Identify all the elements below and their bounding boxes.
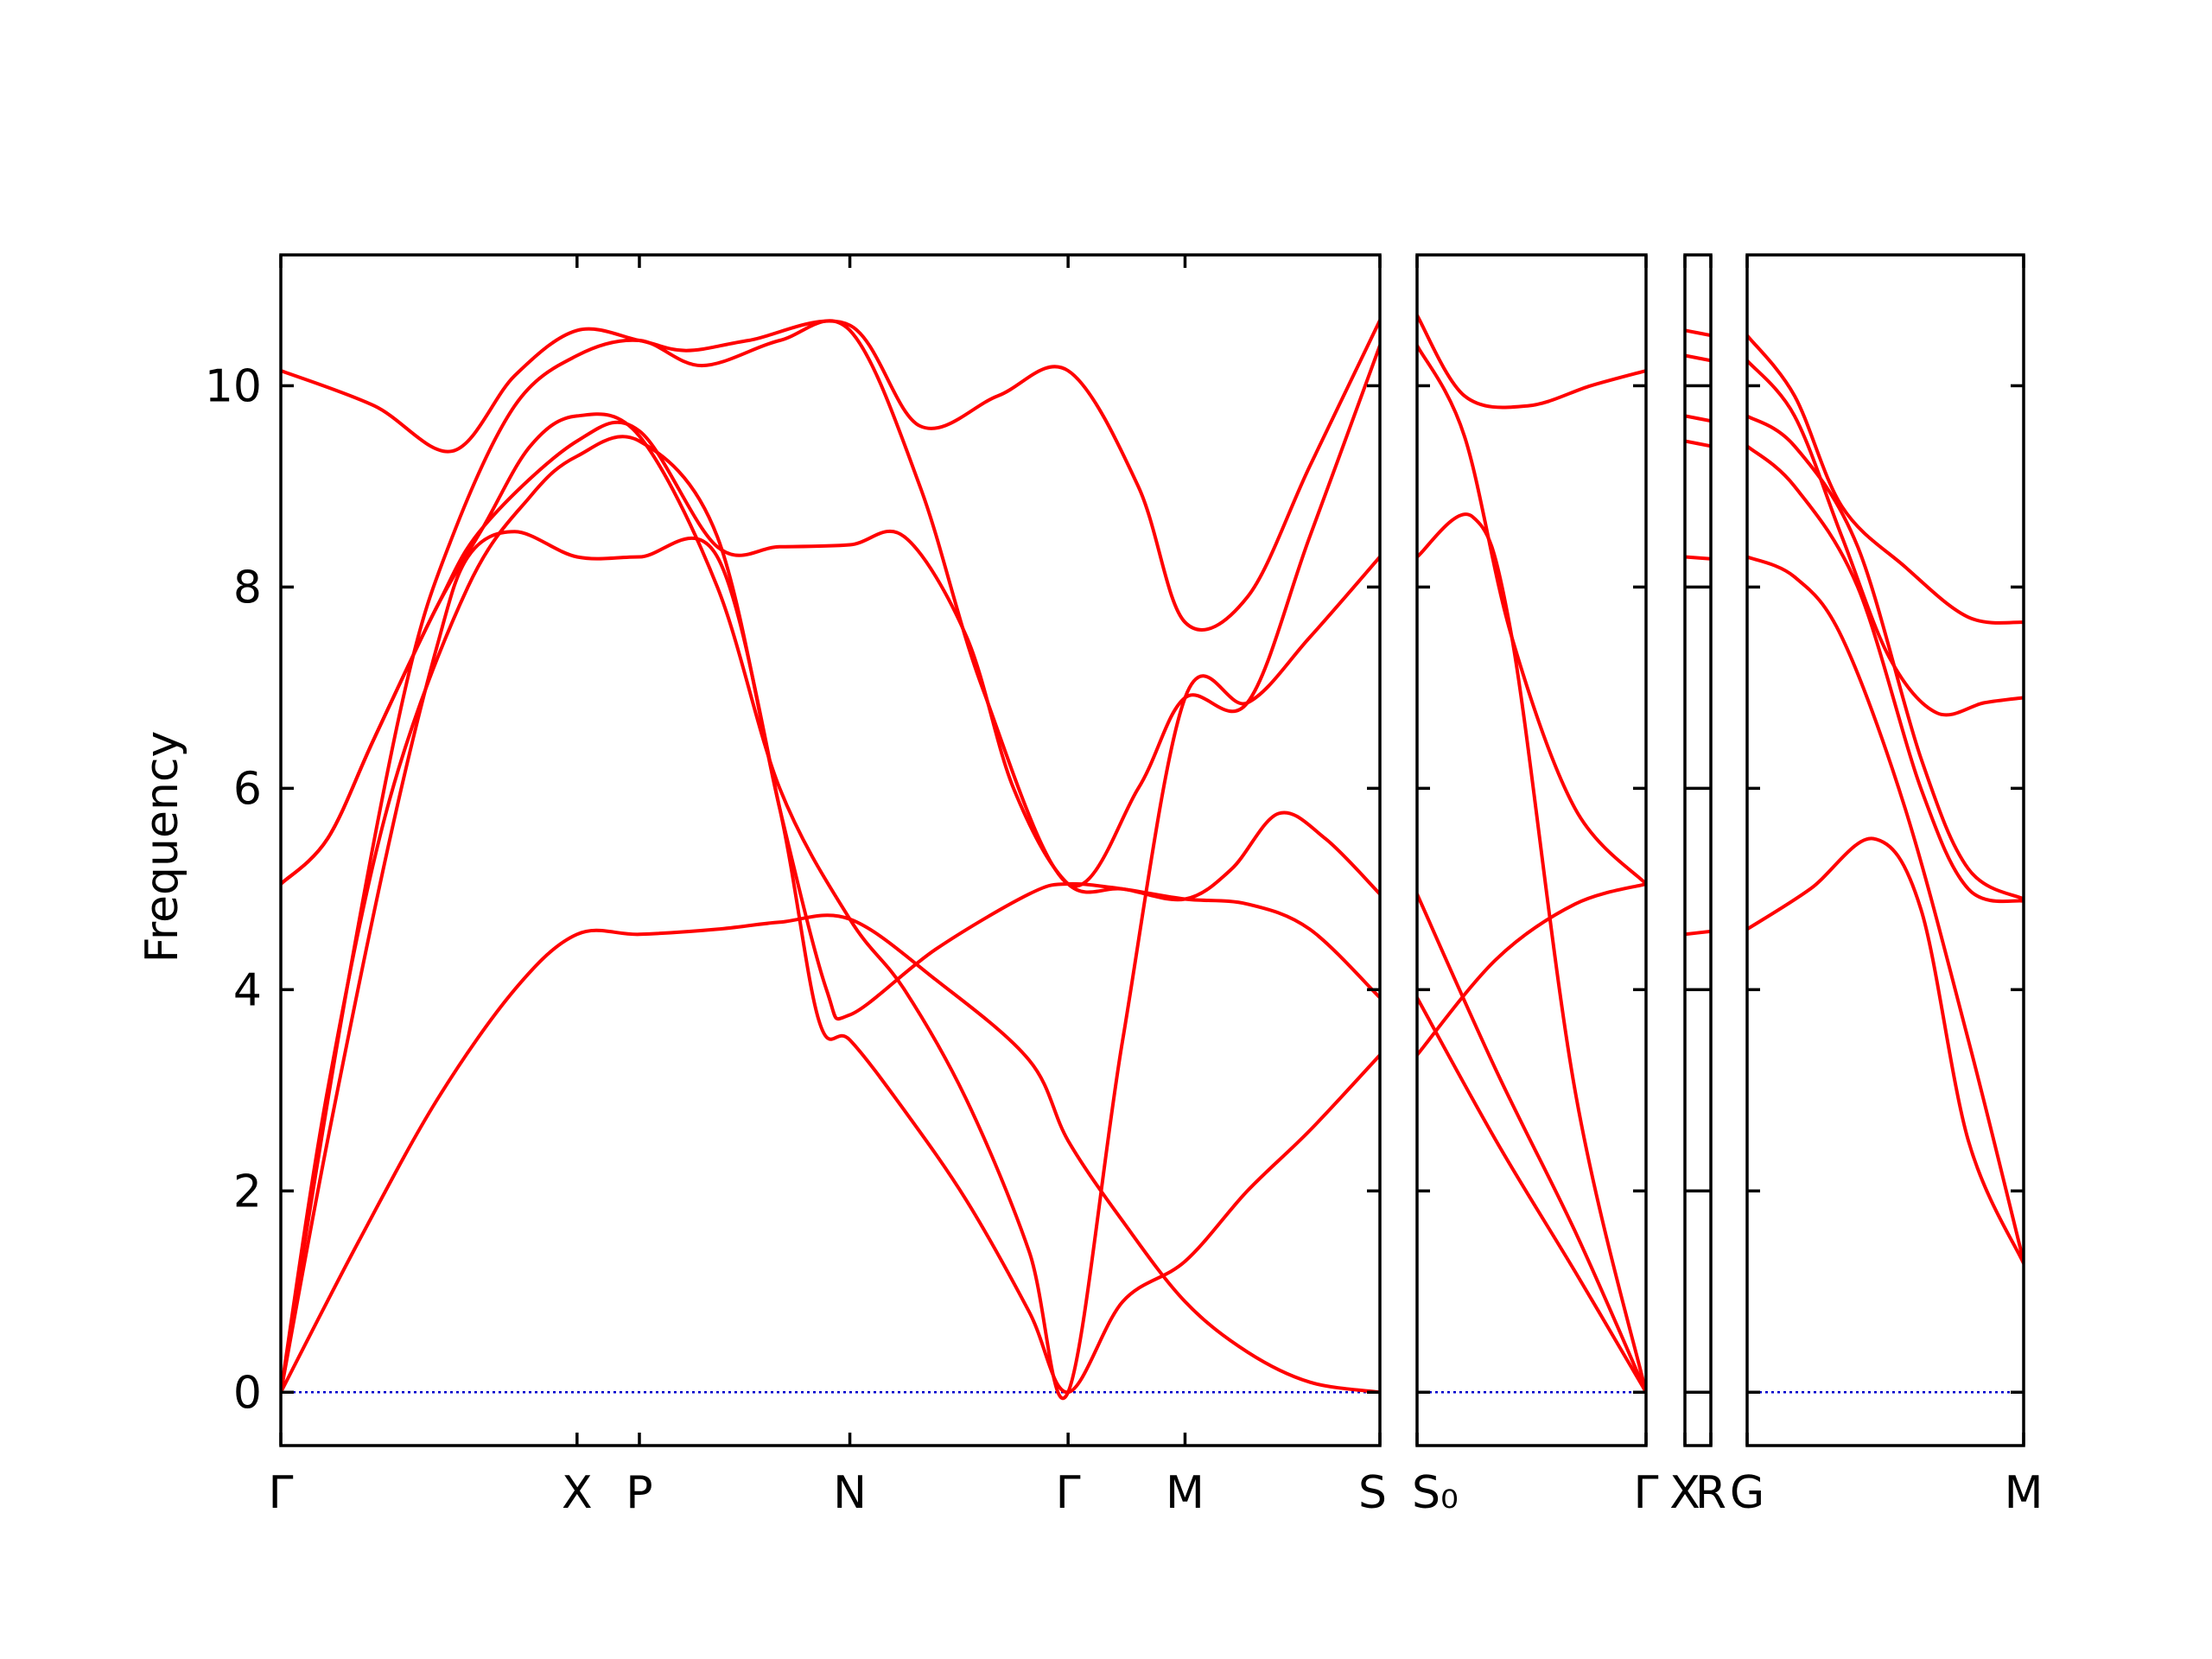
panel-frame — [279, 253, 1382, 1447]
band-line-1 — [281, 913, 1380, 1395]
x-tick-label: N — [833, 1467, 867, 1519]
panel-frame — [1415, 253, 1648, 1447]
panel-frame — [1745, 253, 2025, 1447]
band-line-5 — [1685, 555, 1711, 561]
band-group — [1417, 313, 1646, 1395]
x-tick-label: M — [1166, 1467, 1205, 1519]
band-line-5 — [1417, 995, 1646, 1395]
x-tick-label: X — [562, 1467, 593, 1519]
y-tick-label: 10 — [205, 360, 262, 412]
band-line-5 — [281, 412, 1380, 1401]
y-tick-label: 0 — [233, 1367, 262, 1419]
band-group — [1747, 334, 2024, 1266]
y-tick-label: 8 — [233, 562, 262, 613]
band-line-1 — [1747, 334, 2024, 625]
band-line-4 — [1747, 444, 2024, 904]
band-line-6 — [1417, 882, 1646, 1057]
band-line-2 — [1747, 359, 2024, 717]
x-tick-label: S₀ — [1412, 1467, 1459, 1519]
panel-1: 0 2 4 6 8 10 Γ X P N Γ M S — [205, 253, 1387, 1519]
band-line-1 — [1417, 313, 1646, 410]
y-tick-label: 6 — [233, 763, 262, 815]
x-tick-label: P — [626, 1467, 652, 1519]
y-tick-label: 2 — [233, 1166, 262, 1217]
band-line-3 — [281, 530, 1380, 1395]
x-tick-label: R — [1695, 1467, 1726, 1519]
band-line-6 — [1747, 836, 2024, 1266]
panel-2: S₀ Γ — [1412, 253, 1659, 1519]
band-line-7 — [281, 318, 1380, 632]
band-line-3 — [1417, 512, 1646, 1395]
y-tick-label: 4 — [233, 964, 262, 1016]
panel-frame — [1683, 253, 1713, 1447]
band-line-4 — [1417, 892, 1646, 1395]
x-tick-label: Γ — [1634, 1467, 1659, 1519]
band-line-3 — [1747, 414, 2024, 901]
x-tick-label: S — [1358, 1467, 1387, 1519]
band-group — [281, 318, 1380, 1401]
x-tick-label: Γ — [269, 1467, 294, 1519]
panel-3: XR — [1669, 253, 1726, 1519]
x-tick-label: G — [1730, 1467, 1764, 1519]
x-tick-label: Γ — [1056, 1467, 1081, 1519]
x-tick-label: M — [2005, 1467, 2044, 1519]
y-axis-label: Frequency — [137, 731, 188, 963]
band-line-5 — [1747, 555, 2024, 1263]
x-tick-label: X — [1669, 1467, 1700, 1519]
